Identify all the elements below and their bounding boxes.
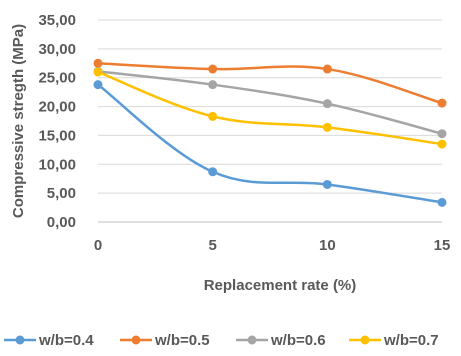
y-tick-label: 25,00 [38, 70, 76, 87]
x-tick-label: 5 [208, 237, 216, 254]
series-lines [97, 62, 443, 204]
data-point [322, 99, 332, 109]
series-line-1 [97, 83, 443, 204]
y-axis-title: Compressive stregth (MPa) [10, 24, 27, 218]
data-point [208, 167, 218, 177]
y-tick-label: 0,00 [47, 214, 76, 231]
gridlines [98, 19, 442, 194]
legend-marker-1 [15, 335, 25, 345]
data-point [322, 64, 332, 74]
data-point [437, 197, 447, 207]
data-point [93, 67, 103, 77]
data-point [437, 129, 447, 139]
data-point [208, 111, 218, 121]
legend-marker-3 [247, 335, 257, 345]
legend-label-4: w/b=0.7 [383, 332, 439, 349]
legend-marker-2 [131, 335, 141, 345]
data-point [322, 122, 332, 132]
y-tick-label: 20,00 [38, 99, 76, 116]
x-tick-label: 10 [319, 237, 336, 254]
series-points [93, 58, 447, 207]
legend-label-1: w/b=0.4 [38, 332, 94, 349]
legend-marker-4 [360, 335, 370, 345]
series-line-3 [97, 70, 443, 135]
x-tick-label: 0 [94, 237, 102, 254]
y-tick-label: 15,00 [38, 127, 76, 144]
data-point [437, 98, 447, 108]
data-point [208, 80, 218, 90]
legend-label-3: w/b=0.6 [270, 332, 326, 349]
x-axis-title: Replacement rate (%) [204, 277, 357, 294]
data-point [93, 80, 103, 90]
y-tick-label: 5,00 [47, 185, 76, 202]
data-point [93, 58, 103, 68]
data-point [208, 64, 218, 74]
y-tick-label: 35,00 [38, 12, 76, 29]
y-tick-label: 30,00 [38, 41, 76, 58]
data-point [437, 139, 447, 149]
legend: w/b=0.4 w/b=0.5 w/b=0.6 w/b=0.7 [4, 332, 439, 349]
data-point [322, 179, 332, 189]
series-line-2 [97, 62, 443, 105]
y-tick-label: 10,00 [38, 156, 76, 173]
series-line-4 [97, 70, 443, 146]
y-axis-ticks: 0,00 5,00 10,00 15,00 20,00 25,00 30,00 35,00 [38, 12, 76, 231]
x-tick-label: 15 [434, 237, 451, 254]
x-axis-ticks: 0 5 10 15 [94, 237, 451, 254]
legend-label-2: w/b=0.5 [154, 332, 210, 349]
